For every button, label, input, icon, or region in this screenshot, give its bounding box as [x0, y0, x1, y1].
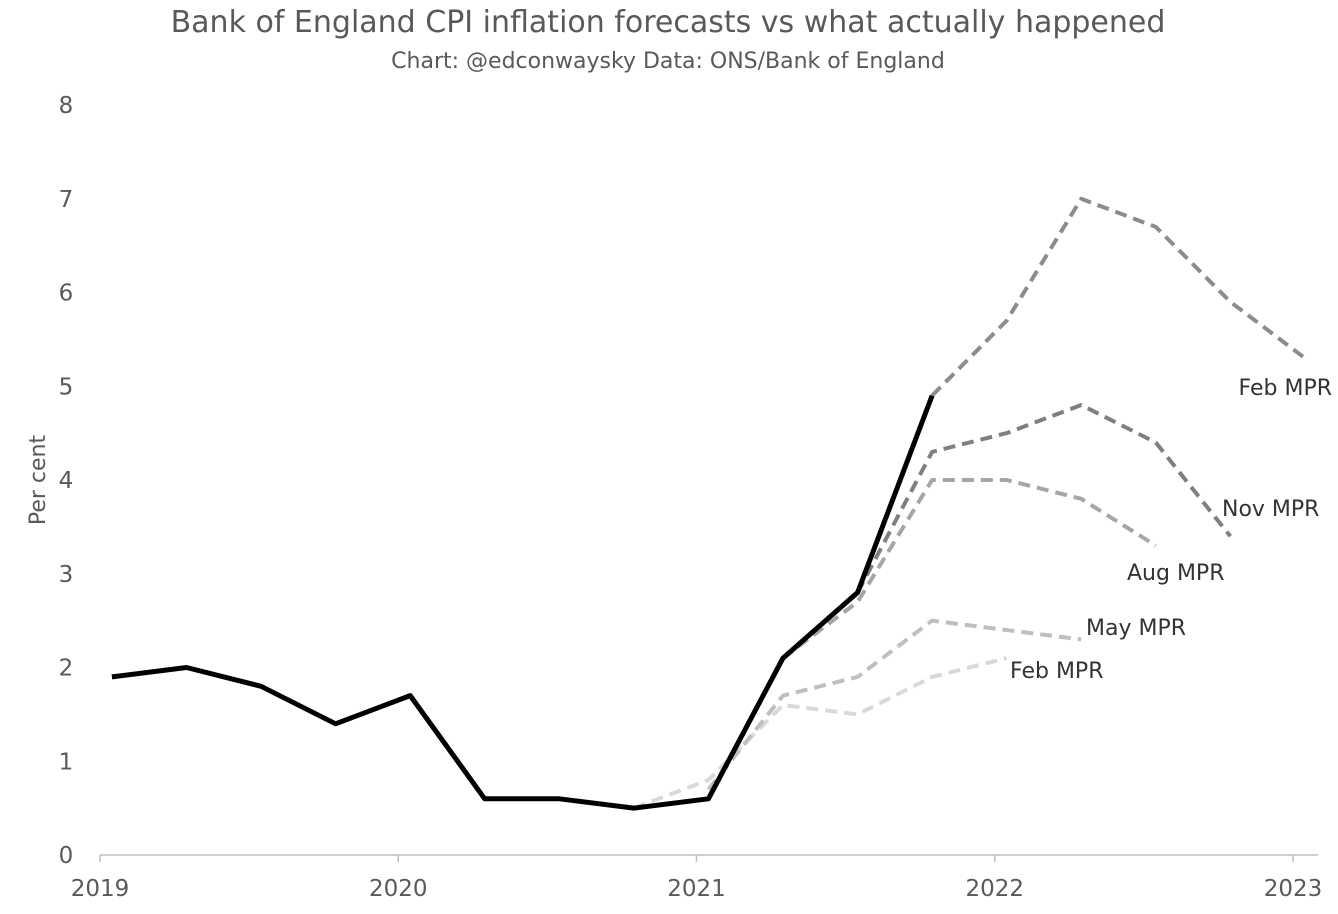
series-layer	[111, 196, 1307, 811]
series-label: May MPR	[1086, 616, 1186, 641]
series-label: Aug MPR	[1127, 561, 1225, 586]
y-tick-label: 1	[59, 749, 74, 775]
actual-cpi-line	[111, 394, 935, 811]
y-tick-label: 6	[59, 281, 74, 307]
forecast-line-5	[930, 196, 1307, 398]
y-tick-label: 5	[59, 374, 74, 400]
forecast-line-4	[855, 403, 1232, 594]
series-label: Nov MPR	[1222, 497, 1319, 522]
series-label: Feb MPR	[1239, 376, 1332, 401]
y-tick-label: 4	[59, 468, 74, 494]
y-tick-label: 0	[59, 843, 74, 869]
x-tick-label: 2022	[965, 876, 1024, 902]
forecast-line-3	[781, 478, 1157, 660]
series-label: Feb MPR	[1010, 659, 1103, 684]
y-tick-label: 7	[59, 187, 74, 213]
x-tick-label: 2019	[71, 876, 130, 902]
forecast-line-1	[633, 656, 1008, 810]
x-tick-label: 2020	[369, 876, 428, 902]
x-tick-label: 2021	[667, 876, 726, 902]
series-labels: Feb MPR May MPR Aug MPR Nov MPR Feb MPR	[1010, 376, 1332, 684]
chart-title: Bank of England CPI inflation forecasts …	[171, 5, 1166, 40]
chart-subtitle: Chart: @edconwaysky Data: ONS/Bank of En…	[391, 49, 945, 74]
y-tick-label: 8	[59, 93, 74, 119]
x-tick-label: 2023	[1264, 876, 1323, 902]
y-axis-label: Per cent	[26, 435, 51, 526]
y-tick-label: 2	[59, 656, 74, 682]
y-tick-label: 3	[59, 562, 74, 588]
axes: 0 1 2 3 4 5 6 7 8 2019 2020 2021 2022 2023	[59, 93, 1323, 902]
forecast-line-2	[706, 618, 1082, 791]
